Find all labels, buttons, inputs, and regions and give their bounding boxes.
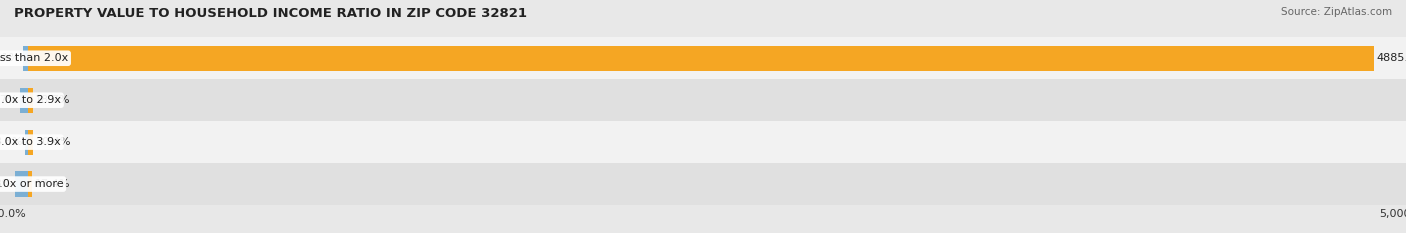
Text: 18.7%: 18.7% — [35, 95, 70, 105]
Bar — [0, 163, 1406, 205]
Bar — [22, 46, 28, 71]
Bar — [0, 121, 1406, 163]
Bar — [28, 46, 1374, 71]
Text: 17.1%: 17.1% — [0, 53, 21, 63]
Text: 4.0x or more: 4.0x or more — [0, 179, 63, 189]
Bar — [0, 79, 1406, 121]
Bar — [20, 88, 28, 113]
Bar — [15, 171, 28, 197]
Text: 2.0x to 2.9x: 2.0x to 2.9x — [0, 95, 60, 105]
Text: 17.4%: 17.4% — [35, 179, 70, 189]
Bar — [0, 37, 1406, 79]
Text: PROPERTY VALUE TO HOUSEHOLD INCOME RATIO IN ZIP CODE 32821: PROPERTY VALUE TO HOUSEHOLD INCOME RATIO… — [14, 7, 527, 20]
Text: 20.4%: 20.4% — [35, 137, 70, 147]
Bar — [28, 171, 32, 197]
Text: 3.0x to 3.9x: 3.0x to 3.9x — [0, 137, 60, 147]
Bar — [28, 88, 32, 113]
Text: Less than 2.0x: Less than 2.0x — [0, 53, 69, 63]
Text: 8.5%: 8.5% — [0, 137, 22, 147]
Text: 4885.2%: 4885.2% — [1376, 53, 1406, 63]
Text: 45.8%: 45.8% — [0, 179, 13, 189]
Text: Source: ZipAtlas.com: Source: ZipAtlas.com — [1281, 7, 1392, 17]
Bar — [25, 130, 28, 155]
Bar — [28, 130, 34, 155]
Text: 26.7%: 26.7% — [0, 95, 18, 105]
